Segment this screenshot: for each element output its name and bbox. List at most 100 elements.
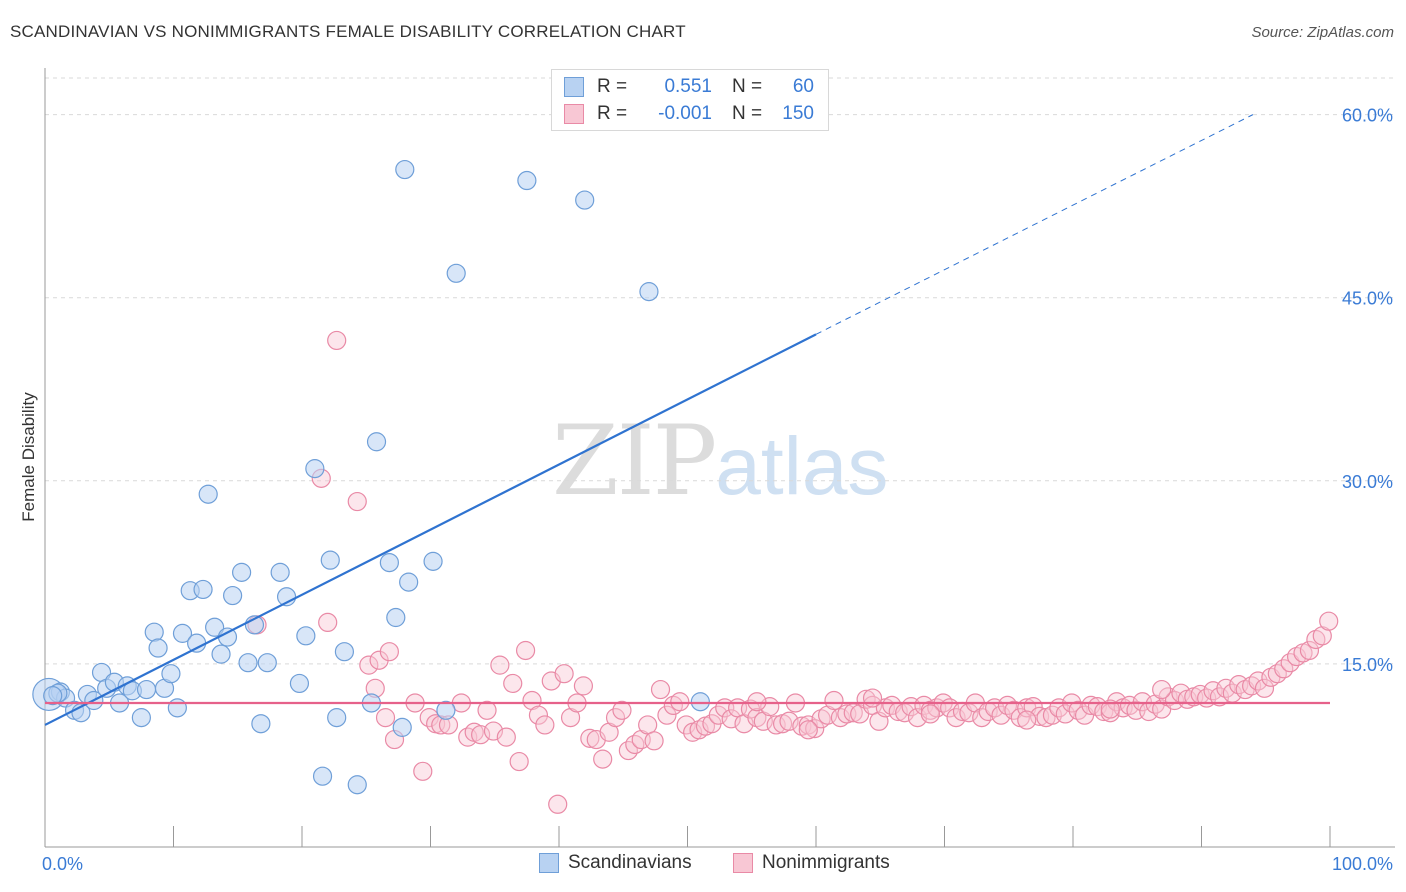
scandinavians-point	[223, 585, 243, 606]
scandinavians-point	[366, 432, 387, 452]
legend-item-nonimmigrants: Nonimmigrants	[733, 852, 890, 874]
nonimmigrants-point	[862, 688, 883, 708]
nonimmigrants-point	[747, 708, 767, 728]
nonimmigrants-point	[1254, 678, 1275, 698]
nonimmigrants-point	[1100, 699, 1120, 719]
nonimmigrants-point	[573, 676, 594, 696]
y-tick-label: 30.0%	[1342, 472, 1393, 492]
scandinavians-point	[144, 622, 164, 642]
nonimmigrants-point	[503, 673, 523, 694]
legend-r-value: -0.001	[658, 103, 712, 124]
nonimmigrants-point	[548, 794, 568, 814]
nonimmigrants-point	[747, 692, 767, 712]
x-tick-label: 0.0%	[42, 854, 83, 874]
scandinavians-point	[217, 627, 238, 647]
nonimmigrants-point	[1055, 704, 1075, 724]
nonimmigrants-point	[318, 612, 338, 633]
nonimmigrants-points	[247, 330, 1339, 814]
nonimmigrants-point	[554, 664, 574, 684]
scandinavians-point	[167, 698, 187, 718]
watermark-atlas: atlas	[715, 421, 889, 512]
legend-swatch-pink	[564, 104, 584, 124]
scandinavians-point	[131, 708, 151, 728]
scandinavians-point	[305, 459, 325, 479]
nonimmigrants-point	[359, 655, 379, 675]
scandinavians-point	[187, 633, 207, 653]
nonimmigrants-point	[798, 720, 818, 740]
scandinavians-point	[399, 572, 419, 592]
scandinavians-point	[251, 714, 271, 734]
scandinavians-point	[232, 562, 252, 582]
scandinavians-point	[575, 190, 595, 210]
nonimmigrants-point	[327, 330, 347, 351]
nonimmigrants-point	[1158, 687, 1178, 707]
nonimmigrants-point	[528, 705, 549, 725]
scandinavians-point	[436, 700, 456, 720]
scandinavians-point	[289, 673, 310, 694]
scandinavians-point	[312, 766, 333, 786]
scandinavians-point	[193, 579, 213, 600]
scandinavians-point	[386, 607, 406, 628]
legend-label-nonimmigrants: Nonimmigrants	[762, 852, 890, 873]
nonimmigrants-point	[670, 692, 690, 712]
scandinavians-point	[347, 775, 367, 795]
nonimmigrants-point	[1152, 679, 1172, 700]
tick-labels: 15.0% 30.0% 45.0% 60.0% 0.0% 100.0% Female Dis…	[19, 106, 1393, 874]
y-axis-title: Female Disability	[19, 392, 38, 522]
legend-r-value: 0.551	[664, 76, 712, 97]
nonimmigrants-point	[509, 751, 529, 772]
nonimmigrants-point	[535, 715, 555, 735]
nonimmigrants-point	[644, 731, 664, 751]
nonimmigrants-point	[413, 761, 433, 781]
scandinavians-trendline	[44, 333, 817, 726]
legend-n-value: 60	[792, 76, 814, 97]
nonimmigrants-point	[471, 725, 491, 745]
legend-row-nonimmigrants: R = -0.001 N = 150	[564, 103, 814, 125]
nonimmigrants-point	[805, 718, 825, 739]
scandinavians-point	[211, 644, 231, 664]
legend-r-label: R =	[597, 76, 628, 97]
scandinavians-points	[32, 159, 710, 795]
scandinavians-point	[423, 551, 443, 571]
legend-swatch-pink	[733, 853, 753, 873]
legend-r-label: R =	[597, 103, 628, 124]
nonimmigrants-point	[379, 642, 399, 662]
legend-swatch-blue	[564, 77, 584, 97]
nonimmigrants-point	[920, 704, 940, 724]
scandinavians-point	[172, 623, 193, 643]
nonimmigrants-point	[657, 705, 677, 725]
nonimmigrants-point	[650, 679, 671, 700]
nonimmigrants-point	[1248, 671, 1268, 691]
scandinavians-point	[446, 263, 466, 283]
nonimmigrants-point	[593, 749, 613, 769]
y-tick-label: 15.0%	[1342, 655, 1393, 675]
nonimmigrants-point	[708, 705, 728, 725]
scandinavians-point	[392, 717, 412, 737]
scandinavians-point	[270, 562, 290, 582]
nonimmigrants-point	[779, 711, 799, 731]
legend-row-scandinavians: R = 0.551 N = 60	[564, 76, 814, 98]
scandinavians-point	[690, 692, 710, 712]
nonimmigrants-point	[477, 700, 497, 720]
nonimmigrants-point	[663, 695, 683, 716]
nonimmigrants-point	[766, 715, 786, 735]
legend-label-scandinavians: Scandinavians	[568, 852, 692, 873]
nonimmigrants-point	[721, 709, 741, 729]
scandinavians-point	[205, 617, 225, 637]
legend-swatch-blue	[539, 853, 559, 873]
nonimmigrants-point	[580, 728, 600, 748]
nonimmigrants-point	[1306, 629, 1326, 650]
legend-n-value: 150	[782, 103, 814, 124]
scandinavians-trendline-extension	[815, 114, 1254, 335]
nonimmigrants-point	[490, 655, 510, 675]
y-tick-label: 60.0%	[1342, 106, 1393, 126]
axes	[44, 68, 1395, 848]
scandinavians-point	[327, 708, 347, 728]
scandinavians-point	[334, 642, 355, 662]
scandinavians-point	[148, 638, 168, 658]
nonimmigrants-point	[515, 640, 536, 661]
legend-n-label: N =	[732, 103, 763, 124]
scandinavians-point	[517, 170, 537, 191]
series-legend: Scandinavians Nonimmigrants	[0, 852, 1406, 876]
nonimmigrants-point	[1319, 611, 1339, 631]
